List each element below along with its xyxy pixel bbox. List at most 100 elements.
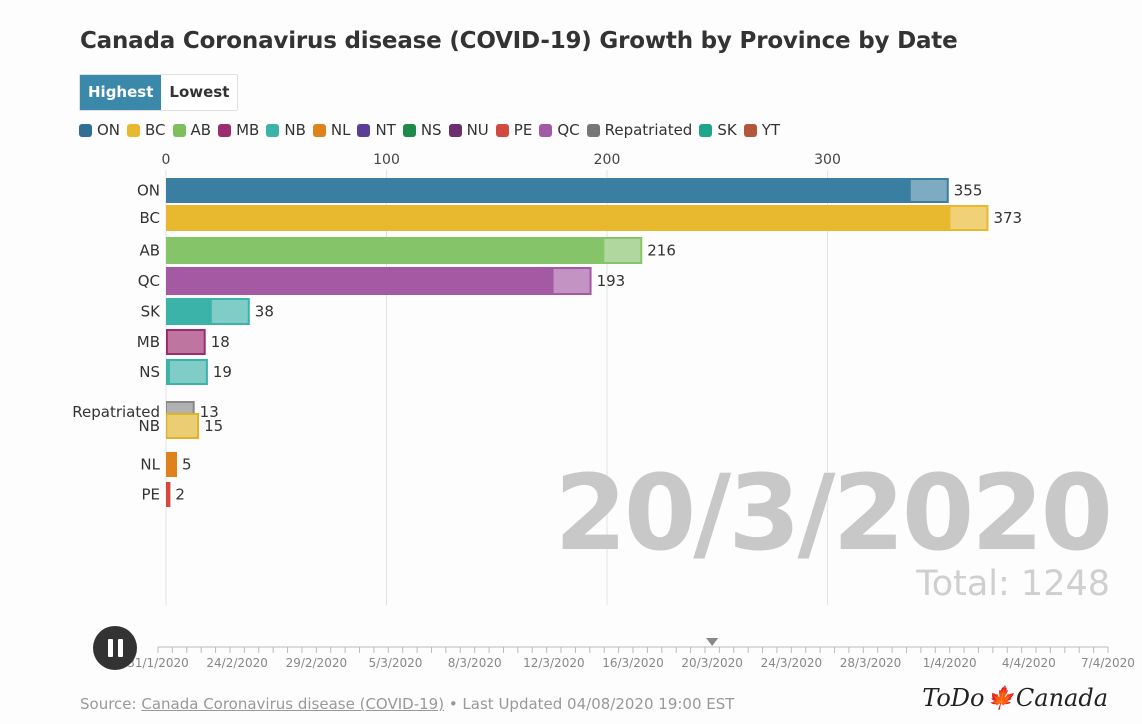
timeline-label: 12/3/2020: [523, 656, 585, 670]
category-label: NS: [139, 363, 160, 381]
category-label: NB: [138, 417, 160, 435]
pause-button[interactable]: [93, 626, 137, 670]
timeline-label: 7/4/2020: [1081, 656, 1135, 670]
flag-icon: [604, 239, 641, 262]
timeline-label: 24/3/2020: [761, 656, 823, 670]
bar-sk: [166, 298, 250, 325]
legend-item-pe[interactable]: PE: [495, 121, 533, 139]
bar-ab: [166, 237, 643, 264]
category-label: NL: [140, 456, 160, 474]
sort-toggle[interactable]: Highest Lowest: [79, 74, 239, 111]
legend-swatch: [172, 123, 186, 137]
bar-nb: [166, 413, 200, 439]
flag-icon: [910, 180, 947, 201]
legend-item-nt[interactable]: NT: [357, 121, 396, 139]
data-label: 193: [597, 272, 626, 290]
data-label: 216: [647, 242, 676, 260]
category-label: MB: [137, 333, 160, 351]
highest-button[interactable]: Highest: [80, 75, 162, 110]
bar-mb: [166, 329, 206, 355]
bar-on: [166, 178, 949, 203]
data-label: 18: [211, 333, 230, 351]
legend-item-ab[interactable]: AB: [172, 121, 212, 139]
x-tick-label: 100: [373, 152, 400, 168]
bar-ns: [166, 359, 208, 385]
last-updated: • Last Updated 04/08/2020 19:00 EST: [444, 695, 735, 713]
legend-label: BC: [145, 121, 166, 139]
timeline-label: 20/3/2020: [681, 656, 743, 670]
legend-swatch: [539, 123, 553, 137]
legend-item-sk[interactable]: SK: [699, 121, 737, 139]
timeline-marker-icon: [706, 638, 719, 646]
flag-icon: [167, 415, 198, 437]
legend-swatch: [79, 123, 92, 137]
legend-item-bc[interactable]: BC: [127, 121, 166, 139]
x-tick-label: 200: [594, 152, 621, 168]
category-label: Repatriated: [72, 403, 160, 421]
data-label: 15: [204, 417, 223, 435]
legend-item-repatriated[interactable]: Repatriated: [586, 121, 693, 139]
todocanada-logo: ToDo 🍁 Canada: [922, 684, 1108, 712]
data-label: 2: [175, 486, 185, 504]
legend-swatch: [266, 123, 280, 137]
legend-swatch: [357, 123, 371, 137]
x-tick-label: 300: [814, 152, 841, 168]
timeline-label: 1/4/2020: [923, 656, 977, 670]
category-label: BC: [139, 209, 160, 227]
current-date-display: 20/3/2020: [554, 452, 1113, 574]
legend-swatch: [218, 123, 232, 137]
legend-swatch: [448, 123, 462, 137]
legend-label: AB: [190, 121, 212, 139]
timeline-label: 29/2/2020: [286, 656, 348, 670]
legend-swatch: [402, 123, 416, 137]
legend-item-nb[interactable]: NB: [266, 121, 306, 139]
timeline-label: 28/3/2020: [840, 656, 902, 670]
legend-swatch: [127, 123, 141, 137]
legend: ON BC AB MB NB NL NT NS NU PE QC Repatriated SK YT: [79, 121, 787, 139]
category-label: QC: [138, 272, 160, 290]
legend-label: ON: [97, 121, 121, 139]
legend-item-yt[interactable]: YT: [743, 121, 780, 139]
total-display: Total: 1248: [916, 564, 1110, 604]
legend-label: SK: [717, 121, 737, 139]
chart-title: Canada Coronavirus disease (COVID-19) Gr…: [80, 28, 958, 54]
flag-icon: [553, 269, 590, 293]
legend-label: PE: [513, 121, 533, 139]
data-label: 5: [182, 456, 192, 474]
timeline-label: 24/2/2020: [206, 656, 268, 670]
legend-item-nu[interactable]: NU: [448, 121, 489, 139]
category-label: SK: [141, 303, 162, 321]
category-label: AB: [139, 242, 160, 260]
data-label: 373: [993, 209, 1022, 227]
lowest-button[interactable]: Lowest: [161, 75, 238, 110]
legend-swatch: [699, 123, 713, 137]
timeline-label: 16/3/2020: [602, 656, 664, 670]
legend-item-on[interactable]: ON: [79, 121, 120, 139]
footer: Source: Canada Coronavirus disease (COVI…: [80, 695, 734, 713]
flag-icon: [167, 331, 204, 353]
pause-icon: [107, 639, 113, 657]
legend-label: NU: [466, 121, 489, 139]
data-label: 19: [213, 363, 232, 381]
legend-swatch: [586, 123, 600, 137]
source-prefix: Source:: [80, 695, 142, 713]
legend-item-nl[interactable]: NL: [312, 121, 350, 139]
timeline-label: 4/4/2020: [1002, 656, 1056, 670]
data-label: 13: [200, 403, 219, 421]
source-link[interactable]: Canada Coronavirus disease (COVID-19): [141, 695, 445, 713]
legend-item-qc[interactable]: QC: [539, 121, 580, 139]
legend-item-ns[interactable]: NS: [402, 121, 442, 139]
maple-leaf-icon: 🍁: [986, 685, 1014, 711]
legend-label: MB: [236, 121, 260, 139]
bar-nl: [166, 452, 178, 477]
category-label: ON: [137, 182, 160, 200]
legend-swatch: [312, 123, 326, 137]
legend-label: Repatriated: [604, 121, 693, 139]
legend-label: NT: [375, 121, 396, 139]
bar-qc: [166, 267, 592, 295]
legend-item-mb[interactable]: MB: [218, 121, 259, 139]
data-label: 355: [954, 182, 983, 200]
flag-icon: [950, 207, 987, 229]
bar-pe: [166, 482, 171, 507]
